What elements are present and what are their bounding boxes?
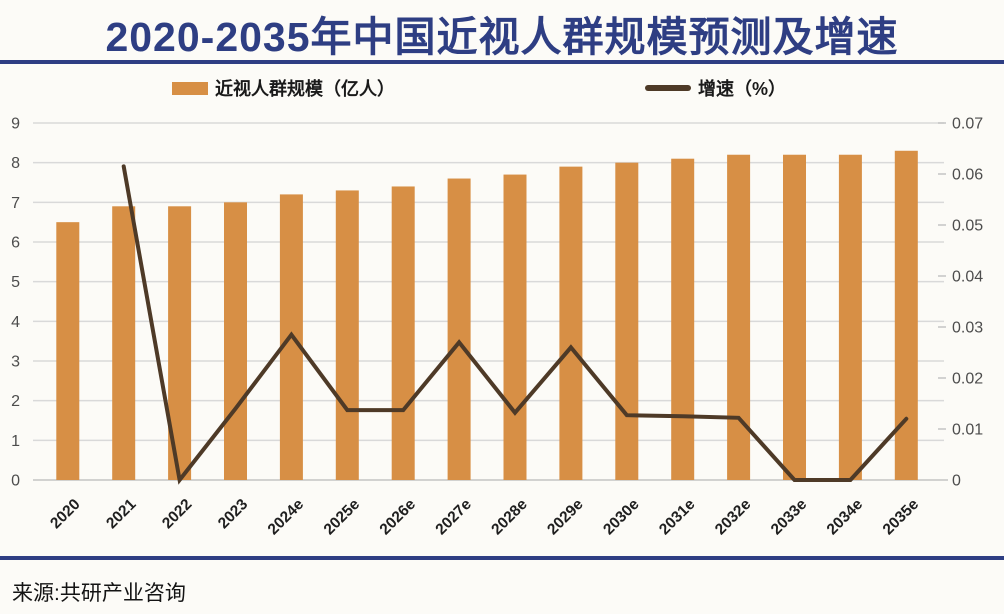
y-axis-label-left: 2 [11, 393, 20, 410]
bar-2034e [838, 154, 862, 480]
legend-label-population: 近视人群规模（亿人） [215, 79, 395, 99]
footer-divider [0, 556, 1004, 560]
y-axis-label-left: 1 [11, 433, 20, 450]
x-axis-label-2028e: 2028e [488, 496, 531, 539]
x-axis-label-2029e: 2029e [544, 496, 587, 539]
y-axis-label-right: 0.06 [952, 167, 983, 184]
bar-2025e [335, 190, 359, 480]
x-axis-label-2032e: 2032e [712, 496, 755, 539]
y-axis-label-left: 7 [11, 195, 20, 212]
source-text: 来源:共研产业咨询 [12, 582, 186, 605]
x-axis-label-2024e: 2024e [265, 496, 308, 539]
x-axis-label-2021: 2021 [103, 496, 140, 533]
y-axis-label-left: 3 [11, 354, 20, 371]
x-axis-label-2025e: 2025e [321, 496, 364, 539]
bar-2031e [671, 158, 695, 480]
y-axis-label-right: 0 [952, 473, 961, 490]
x-axis-label-2026e: 2026e [377, 496, 420, 539]
title-divider [0, 60, 1004, 64]
bar-2021 [112, 206, 136, 481]
bar-2028e [503, 174, 527, 481]
bar-series-swatch [172, 81, 208, 95]
y-axis-label-right: 0.07 [952, 116, 983, 133]
x-axis-label-2027e: 2027e [432, 496, 475, 539]
y-axis-label-left: 0 [11, 473, 20, 490]
y-axis-label-left: 4 [11, 314, 20, 331]
x-axis-label-2033e: 2033e [768, 496, 811, 539]
growth-line [121, 164, 909, 485]
bar-2035e [894, 150, 918, 480]
x-axis-label-2030e: 2030e [600, 496, 643, 539]
y-axis-label-left: 8 [11, 155, 20, 172]
legend-item-population: 近视人群规模（亿人） [172, 77, 395, 99]
y-axis-label-left: 5 [11, 274, 20, 291]
bar-2020 [56, 222, 80, 480]
x-axis-label-2020: 2020 [47, 496, 83, 532]
y-axis-label-left: 6 [11, 235, 20, 252]
y-axis-label-right: 0.02 [952, 371, 983, 388]
x-axis-label-2035e: 2035e [880, 496, 923, 539]
chart-canvas: 0 1 2 3 4 5 6 7 8 9 0 0.01 0.02 0.03 0.04 0.05 0.06 0.07 2… [11, 116, 983, 539]
bar-2027e [447, 178, 471, 480]
line-series-swatch [645, 85, 691, 91]
bar-2023 [224, 202, 247, 480]
legend-label-growth: 增速（%） [698, 79, 787, 99]
x-axis-label-2031e: 2031e [656, 496, 699, 539]
chart-title: 2020-2035年中国近视人群规模预测及增速 [105, 14, 899, 60]
bar-2022 [168, 206, 192, 481]
bar-2032e [727, 154, 751, 480]
x-axis-label-2023: 2023 [215, 496, 252, 533]
x-axis-label-2022: 2022 [159, 496, 195, 532]
y-axis-label-right: 0.04 [952, 269, 983, 286]
y-axis-label-right: 0.05 [952, 218, 983, 235]
y-axis-label-right: 0.01 [952, 422, 983, 439]
bar-2030e [615, 162, 639, 480]
bar-2029e [559, 166, 583, 480]
bar-2033e [783, 154, 806, 480]
bar-2026e [391, 186, 415, 480]
legend-item-growth: 增速（%） [645, 77, 786, 99]
x-axis-label-2034e: 2034e [824, 496, 867, 539]
y-axis-label-left: 9 [11, 116, 20, 133]
y-axis-label-right: 0.03 [952, 320, 983, 337]
